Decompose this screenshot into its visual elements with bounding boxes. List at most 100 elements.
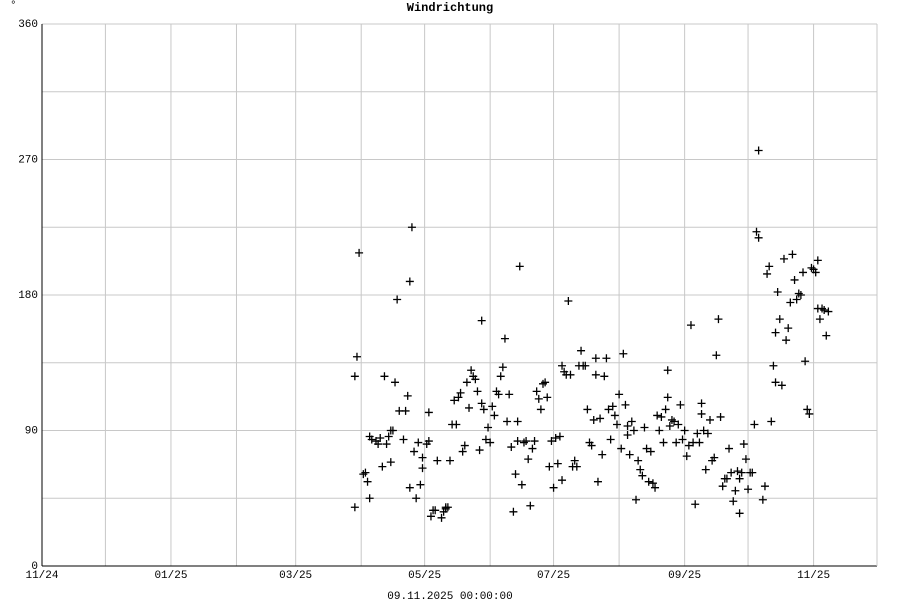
- data-point: [598, 450, 607, 459]
- data-point: [450, 396, 459, 405]
- data-point: [682, 452, 691, 461]
- data-point: [509, 507, 518, 516]
- data-point: [661, 405, 670, 414]
- data-point: [583, 405, 592, 414]
- data-point: [686, 321, 695, 330]
- data-point: [604, 405, 613, 414]
- data-point: [663, 393, 672, 402]
- data-point: [815, 315, 824, 324]
- data-point: [484, 423, 493, 432]
- data-point: [386, 458, 395, 467]
- data-point: [824, 307, 833, 316]
- data-point: [608, 402, 617, 411]
- data-point: [739, 440, 748, 449]
- data-point: [786, 298, 795, 307]
- y-tick-label: 180: [18, 290, 38, 302]
- data-point: [684, 441, 693, 450]
- data-point: [678, 435, 687, 444]
- data-point: [418, 453, 427, 462]
- data-point: [424, 408, 433, 417]
- data-point: [503, 417, 512, 426]
- data-point: [350, 372, 359, 381]
- data-point: [619, 349, 628, 358]
- data-point: [517, 480, 526, 489]
- data-point: [532, 387, 541, 396]
- data-point: [699, 426, 708, 435]
- data-point: [644, 477, 653, 486]
- data-point: [498, 363, 507, 372]
- x-tick-label: 03/25: [279, 570, 312, 582]
- data-point: [621, 400, 630, 409]
- data-point: [418, 464, 427, 473]
- data-point: [460, 441, 469, 450]
- data-point: [773, 287, 782, 296]
- data-point: [407, 223, 416, 232]
- data-point: [543, 393, 552, 402]
- chart-title: Windrichtung: [407, 1, 493, 15]
- data-point: [714, 315, 723, 324]
- data-point: [414, 438, 423, 447]
- data-point: [378, 462, 387, 471]
- data-point: [822, 331, 831, 340]
- data-point: [777, 381, 786, 390]
- data-point: [528, 444, 537, 453]
- data-point: [744, 485, 753, 494]
- data-point: [610, 411, 619, 420]
- data-point: [490, 411, 499, 420]
- data-point: [513, 437, 522, 446]
- data-point: [494, 390, 503, 399]
- data-point: [799, 268, 808, 277]
- data-point: [581, 361, 590, 370]
- data-point: [361, 468, 370, 477]
- data-point: [555, 432, 564, 441]
- data-point: [486, 438, 495, 447]
- data-point: [617, 444, 626, 453]
- data-point: [792, 295, 801, 304]
- data-point: [750, 420, 759, 429]
- data-point: [541, 378, 550, 387]
- data-point: [467, 366, 476, 375]
- data-point: [534, 394, 543, 403]
- data-point: [727, 468, 736, 477]
- data-point: [710, 453, 719, 462]
- data-point: [524, 455, 533, 464]
- data-point: [553, 459, 562, 468]
- data-point: [735, 509, 744, 518]
- data-point: [733, 467, 742, 476]
- data-point: [820, 306, 829, 315]
- data-point: [763, 269, 772, 278]
- data-point: [716, 412, 725, 421]
- data-point: [672, 438, 681, 447]
- data-point: [589, 415, 598, 424]
- data-point: [551, 434, 560, 443]
- data-point: [634, 456, 643, 465]
- data-point: [813, 256, 822, 265]
- data-point: [754, 233, 763, 242]
- data-point: [374, 440, 383, 449]
- data-point: [796, 291, 805, 299]
- data-point: [572, 462, 581, 471]
- data-point: [365, 494, 374, 503]
- data-point: [697, 399, 706, 408]
- data-point: [657, 412, 666, 421]
- data-point: [452, 420, 461, 429]
- data-point: [519, 438, 528, 447]
- data-point: [558, 476, 567, 485]
- data-point: [629, 426, 638, 435]
- x-tick-label: 11/25: [797, 570, 830, 582]
- data-point: [445, 456, 454, 465]
- data-point: [479, 405, 488, 414]
- data-point: [515, 262, 524, 271]
- data-point: [545, 462, 554, 471]
- data-point: [769, 361, 778, 370]
- data-point: [811, 268, 820, 277]
- data-point: [676, 400, 685, 409]
- data-point: [549, 483, 558, 492]
- data-point: [587, 441, 596, 450]
- data-point: [363, 477, 372, 486]
- data-point: [697, 409, 706, 418]
- data-point: [359, 470, 368, 479]
- data-point: [416, 480, 425, 489]
- data-point: [636, 465, 645, 474]
